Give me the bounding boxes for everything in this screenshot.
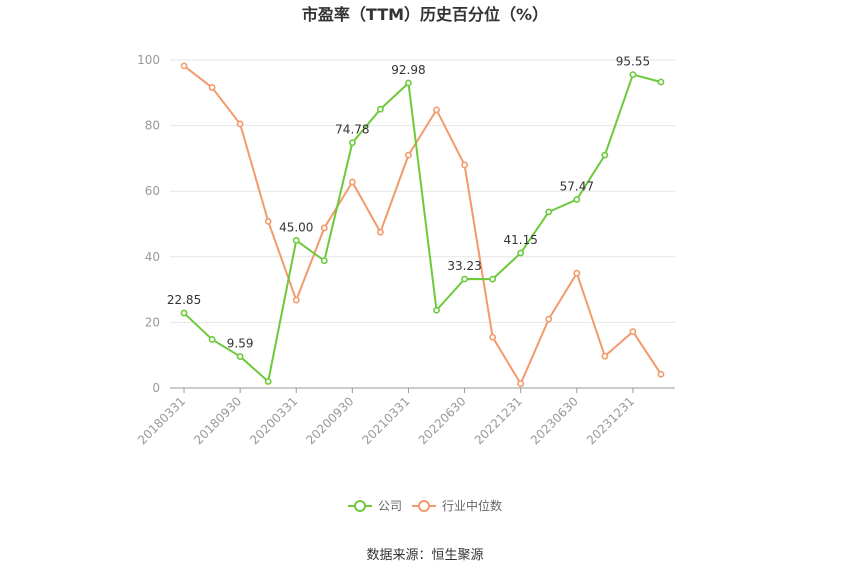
data-point [264,217,272,225]
y-axis: 0 20 40 60 80 100 [137,53,160,395]
y-tick-label: 40 [145,250,160,264]
data-point [405,151,412,159]
data-source: 数据来源：恒生聚源 [366,548,483,563]
data-point [292,296,300,304]
series-company: 22.85 9.59 45.00 74.78 92.98 33.23 41.15 57.47 9… [167,55,665,385]
data-point [433,306,440,314]
data-point [573,196,581,203]
data-point [657,78,665,86]
legend-company[interactable]: 公司 [348,499,402,513]
series-line [183,65,662,385]
data-point [545,208,553,216]
data-label: 92.98 [391,63,425,77]
data-point [320,224,328,232]
series-industry-median [180,62,665,388]
x-tick-label: 20231231 [584,394,637,447]
x-tick-label: 20180930 [191,394,244,447]
y-tick-label: 20 [145,315,160,329]
x-tick-label: 20220630 [416,394,469,447]
data-label: 33.23 [447,259,481,273]
data-point [461,161,468,169]
chart-title: 市盈率（TTM）历史百分位（%） [302,5,548,24]
x-tick-label: 20230630 [528,394,581,447]
x-tick-label: 20221231 [472,394,525,447]
legend-marker [354,500,366,512]
data-label: 9.59 [227,337,254,351]
data-point [517,380,525,388]
x-tick-label: 20200331 [247,394,300,447]
data-point [208,336,216,343]
data-point [657,370,665,378]
legend-label: 公司 [378,499,402,513]
data-point [629,328,637,335]
data-point [264,378,272,385]
y-tick-label: 100 [137,53,160,67]
data-point [377,228,384,236]
data-label: 57.47 [560,179,594,193]
data-point [208,84,216,91]
legend-industry-median[interactable]: 行业中位数 [412,498,502,513]
x-tick-label: 20200930 [303,394,356,447]
data-point [180,62,188,70]
x-axis: 20180331 20180930 20200331 20200930 20210331… [135,387,675,447]
data-point [601,352,609,360]
data-point [348,178,356,186]
data-point [180,309,188,317]
x-tick-label: 20180331 [135,394,188,447]
data-label: 45.00 [279,220,313,234]
legend-label: 行业中位数 [442,498,502,513]
data-point [377,105,384,113]
data-label: 41.15 [504,233,538,247]
y-tick-label: 80 [145,119,160,133]
x-tick-label: 20210331 [360,394,413,447]
y-tick-label: 60 [145,184,160,198]
y-tick-label: 0 [152,381,160,395]
data-point [292,236,300,244]
data-point [545,315,553,323]
data-point [348,139,356,147]
data-point [433,106,440,114]
data-point [601,151,609,159]
data-label: 95.55 [616,55,650,69]
data-point [236,120,244,128]
data-label: 22.85 [167,293,201,307]
data-point [320,257,328,265]
data-point [461,275,468,283]
data-point [573,269,581,277]
data-point [236,353,244,360]
data-point [405,79,412,87]
legend[interactable]: 公司 行业中位数 [348,498,502,513]
data-point [489,333,497,341]
data-point [629,71,637,78]
series-group: 22.85 9.59 45.00 74.78 92.98 33.23 41.15 57.47 9… [167,55,665,388]
data-point [489,275,497,283]
legend-marker [418,500,430,512]
data-point [517,249,525,257]
series-line [183,73,662,383]
data-label: 74.78 [335,123,369,137]
